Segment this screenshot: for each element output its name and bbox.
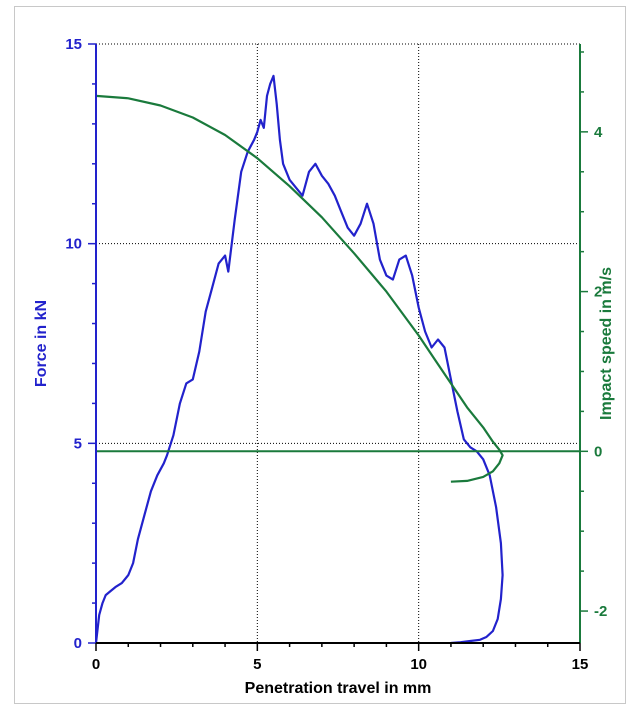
axes-layer [88, 43, 588, 651]
chart-frame: 0 5 10 15 -2 0 2 4 0 5 10 15 Penetration travel in … [14, 6, 626, 704]
y-tick-label: 10 [65, 236, 82, 253]
x-tick-label: 10 [410, 656, 427, 673]
y-tick-label: 15 [65, 36, 82, 53]
force-line [94, 74, 504, 645]
impact-speed-line [95, 94, 504, 483]
y-tick-label: 0 [74, 635, 82, 652]
ticks-layer: 0 5 10 15 -2 0 2 4 0 5 10 15 [65, 36, 607, 673]
chart-svg: 0 5 10 15 -2 0 2 4 0 5 10 15 Penetration travel in … [33, 36, 615, 697]
y2-tick-label: 4 [594, 124, 603, 141]
x-tick-label: 5 [253, 656, 261, 673]
y2-tick-label: -2 [594, 603, 607, 620]
y-tick-label: 5 [74, 435, 82, 452]
y2-axis-title: Impact speed in m/s [598, 267, 615, 420]
y2-tick-label: 0 [594, 443, 602, 460]
y2-tick-label: 2 [594, 284, 602, 301]
x-axis-title: Penetration travel in mm [245, 680, 432, 697]
x-tick-label: 0 [92, 656, 100, 673]
series-layer [94, 74, 580, 645]
x-tick-label: 15 [572, 656, 589, 673]
grid-layer [96, 43, 581, 643]
y-axis-title: Force in kN [33, 300, 50, 387]
